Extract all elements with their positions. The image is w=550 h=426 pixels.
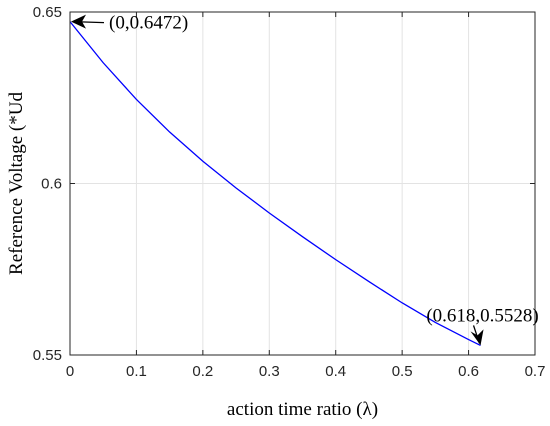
- annotation-label: (0,0.6472): [109, 13, 188, 34]
- y-tick-label: 0.65: [33, 4, 62, 21]
- annotation-arrow-head: [470, 329, 484, 346]
- x-tick-label: 0.5: [392, 363, 413, 380]
- y-tick-label: 0.6: [41, 176, 62, 193]
- y-axis-label: Reference Voltage (*Ud: [6, 92, 27, 275]
- x-tick-label: 0.1: [126, 363, 147, 380]
- x-tick-label: 0.7: [525, 363, 546, 380]
- x-tick-label: 0: [66, 363, 74, 380]
- series-group: [69, 21, 481, 346]
- x-tick-label: 0.2: [192, 363, 213, 380]
- y-tick-label: 0.55: [33, 347, 62, 364]
- x-tick-label: 0.4: [325, 363, 346, 380]
- annotation-label: (0.618,0.5528): [426, 305, 538, 326]
- tick-group: 0 0.1 0.2 0.3 0.4 0.5 0.6 0.7 0.55 0.6 0.65: [33, 4, 546, 380]
- annotation-group: (0,0.6472) (0.618,0.5528): [71, 13, 539, 346]
- series-line: [69, 21, 481, 346]
- x-tick-label: 0.3: [259, 363, 280, 380]
- annotation-arrow-head: [71, 14, 86, 29]
- x-tick-label: 0.6: [458, 363, 479, 380]
- x-axis-label: action time ratio (λ): [227, 399, 378, 420]
